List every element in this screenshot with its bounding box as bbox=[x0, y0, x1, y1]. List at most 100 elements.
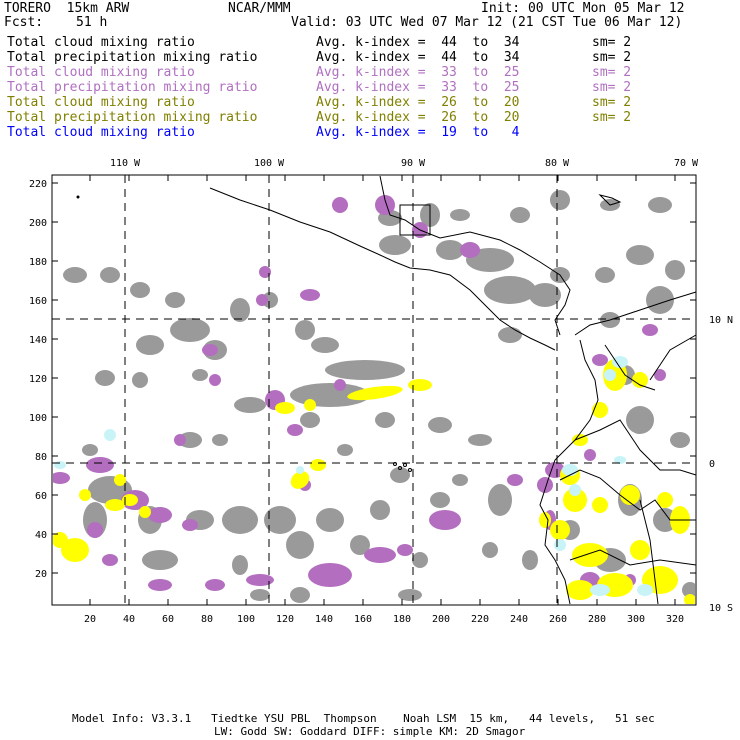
coastline-path bbox=[604, 344, 656, 391]
field-patch bbox=[375, 195, 395, 215]
field-patch bbox=[646, 286, 674, 314]
left-grid-label: 100 bbox=[29, 413, 47, 424]
field-patch bbox=[347, 385, 403, 401]
field-patch bbox=[325, 360, 405, 380]
left-grid-label: 40 bbox=[35, 530, 47, 541]
field-patch bbox=[436, 240, 464, 260]
field-patch bbox=[488, 484, 512, 516]
field-patch bbox=[222, 506, 258, 534]
field-patch bbox=[287, 424, 303, 436]
field-patch bbox=[572, 543, 608, 567]
field-patch bbox=[209, 374, 221, 386]
field-patch bbox=[105, 499, 125, 511]
field-patch bbox=[308, 563, 352, 587]
coastline-path bbox=[639, 499, 659, 605]
field-patch bbox=[87, 522, 103, 538]
field-patch bbox=[95, 370, 115, 386]
island-marker bbox=[76, 195, 80, 199]
left-grid-label: 120 bbox=[29, 374, 47, 385]
coastline-path bbox=[574, 419, 697, 476]
field-patch bbox=[626, 406, 654, 434]
bottom-grid-label: 180 bbox=[393, 614, 411, 625]
field-patch bbox=[595, 267, 615, 283]
left-grid-label: 80 bbox=[35, 452, 47, 463]
field-patch bbox=[174, 434, 186, 446]
footer-model-info: Model Info: V3.3.1 Tiedtke YSU PBL Thomp… bbox=[72, 712, 655, 725]
field-patch bbox=[670, 432, 690, 448]
field-patch bbox=[569, 484, 581, 496]
legend-smoothing: sm= 2 bbox=[592, 80, 632, 95]
left-grid-label: 220 bbox=[29, 179, 47, 190]
left-grid-label: 160 bbox=[29, 296, 47, 307]
bottom-grid-label: 280 bbox=[588, 614, 606, 625]
island-marker bbox=[398, 466, 402, 470]
legend-smoothing: sm= 2 bbox=[592, 110, 632, 125]
top-longitude-label: 110 W bbox=[110, 158, 141, 169]
bottom-grid-label: 220 bbox=[471, 614, 489, 625]
field-patch bbox=[232, 555, 248, 575]
field-patch bbox=[510, 207, 530, 223]
bottom-grid-label: 200 bbox=[432, 614, 450, 625]
field-patch bbox=[657, 492, 673, 508]
field-patch bbox=[460, 242, 480, 258]
field-patch bbox=[604, 369, 616, 381]
right-latitude-label: 0 bbox=[709, 459, 715, 470]
field-patch bbox=[364, 547, 396, 563]
bottom-grid-label: 100 bbox=[237, 614, 255, 625]
field-patch bbox=[79, 489, 91, 501]
island-marker bbox=[408, 468, 412, 472]
coastline-path bbox=[649, 334, 697, 381]
map-frame bbox=[51, 174, 697, 606]
field-patch bbox=[286, 531, 314, 559]
legend-kindex-range: Avg. k-index = 44 to 34 bbox=[316, 50, 520, 65]
field-patch bbox=[256, 294, 268, 306]
field-patch bbox=[136, 335, 164, 355]
legend-kindex-range: Avg. k-index = 26 to 20 bbox=[316, 110, 520, 125]
field-patch bbox=[430, 492, 450, 508]
field-patch bbox=[648, 197, 672, 213]
field-patch bbox=[630, 540, 650, 560]
field-patch bbox=[654, 369, 666, 381]
bottom-grid-label: 60 bbox=[162, 614, 174, 625]
field-patch bbox=[234, 397, 266, 413]
field-patch bbox=[192, 369, 208, 381]
field-patch bbox=[130, 282, 150, 298]
bottom-grid-label: 300 bbox=[627, 614, 645, 625]
field-patch bbox=[63, 267, 87, 283]
field-patch bbox=[86, 457, 114, 473]
axis-ticks bbox=[52, 175, 696, 605]
footer-physics-info: LW: Godd SW: Goddard DIFF: simple KM: 2D… bbox=[214, 725, 526, 738]
field-patch bbox=[612, 356, 628, 368]
field-patch bbox=[114, 474, 126, 486]
field-patch bbox=[310, 459, 326, 471]
field-patch bbox=[484, 276, 536, 304]
bottom-grid-label: 120 bbox=[276, 614, 294, 625]
field-patch bbox=[290, 587, 310, 603]
init-time: Init: 00 UTC Mon 05 Mar 12 bbox=[481, 1, 685, 16]
field-patch bbox=[337, 444, 353, 456]
field-patch bbox=[61, 538, 89, 562]
field-patch bbox=[665, 260, 685, 280]
field-patch bbox=[566, 580, 594, 600]
coastlines bbox=[76, 175, 697, 605]
field-patch bbox=[122, 494, 138, 506]
field-patch bbox=[295, 320, 315, 340]
field-patch bbox=[682, 582, 695, 598]
legend-field-label: Total precipitation mixing ratio bbox=[7, 110, 258, 125]
field-patch bbox=[537, 477, 553, 493]
legend-kindex-range: Avg. k-index = 33 to 25 bbox=[316, 65, 520, 80]
bottom-grid-label: 320 bbox=[666, 614, 684, 625]
bottom-grid-label: 40 bbox=[123, 614, 135, 625]
legend-smoothing: sm= 2 bbox=[592, 65, 632, 80]
field-patch bbox=[275, 402, 295, 414]
field-patch bbox=[614, 456, 626, 464]
left-grid-label: 20 bbox=[35, 569, 47, 580]
legend-field-label: Total cloud mixing ratio bbox=[7, 95, 195, 110]
field-patch bbox=[304, 399, 316, 411]
field-patch bbox=[370, 500, 390, 520]
field-patch bbox=[332, 197, 348, 213]
field-patch bbox=[563, 488, 587, 512]
field-patch bbox=[452, 474, 468, 486]
field-patch bbox=[259, 266, 271, 278]
bottom-grid-label: 80 bbox=[201, 614, 213, 625]
